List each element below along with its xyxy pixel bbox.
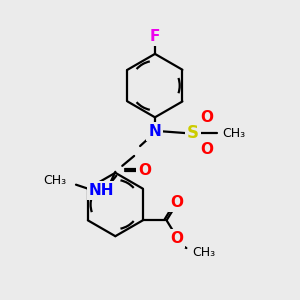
Text: CH₃: CH₃ [43,174,66,187]
Text: S: S [187,124,199,142]
Text: CH₃: CH₃ [222,127,245,140]
Text: CH₃: CH₃ [192,245,215,259]
Text: O: O [170,195,183,210]
Text: F: F [150,28,160,44]
Text: N: N [148,124,161,139]
Text: O: O [200,110,213,125]
Text: O: O [139,163,152,178]
Text: O: O [170,231,183,246]
Text: NH: NH [89,183,114,198]
Text: O: O [200,142,213,157]
